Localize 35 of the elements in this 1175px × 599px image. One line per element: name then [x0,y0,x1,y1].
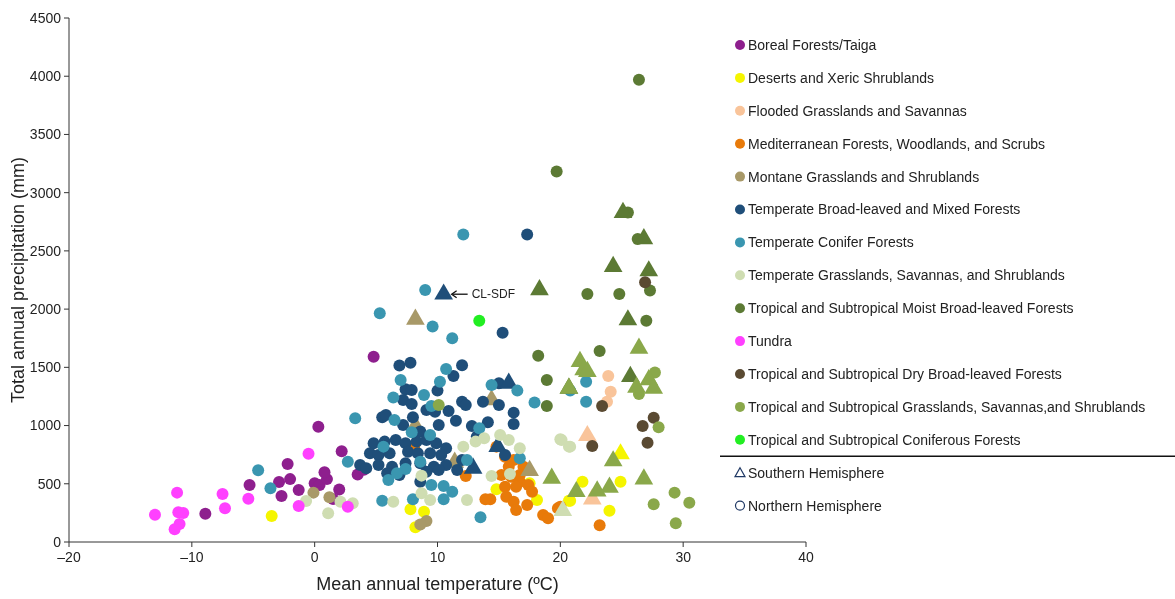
legend-label: Tropical and Subtropical Dry Broad-leaved Forests [748,365,1062,382]
legend-label: Flooded Grasslands and Savannas [748,102,967,119]
legend-label: Tropical and Subtropical Coniferous Forests [748,431,1021,448]
y-axis-title: Total annual precipitation (mm) [8,156,28,404]
y-tick-label: 2500 [29,242,62,259]
annotation: Southern Hemisphere [748,464,885,481]
legend-label: Temperate Grasslands, Savannas, and Shrublands [748,267,1065,284]
legend-label: Tropical and Subtropical Moist Broad-leaved Forests [748,300,1074,317]
y-tick-label: 0 [53,533,62,550]
y-tick-label: 4500 [29,9,62,26]
x-tick-label: 40 [798,549,814,565]
legend-label: Montane Grasslands and Shrublands [748,168,980,185]
legend-label: Boreal Forests/Taiga [748,36,877,53]
y-tick-label: 500 [37,475,62,492]
y-tick-label: 1000 [29,417,62,434]
x-tick-label: 30 [675,549,692,565]
y-tick-label: 3000 [29,184,62,201]
annotation: Northern Hemisphere [748,497,883,514]
y-tick-label: 3500 [29,126,62,143]
legend-label: Temperate Broad-leaved and Mixed Forests [748,201,1021,218]
y-tick-label: 4000 [29,68,62,85]
legend-label: Deserts and Xeric Shrublands [748,69,934,86]
y-tick-label: 1500 [29,359,62,376]
x-tick-label: 20 [552,549,569,565]
legend-label: Tundra [748,333,793,349]
x-tick-label: –10 [180,549,204,565]
x-tick-label: 0 [310,549,319,565]
legend-label: Mediterranean Forests, Woodlands, and Scrubs [748,135,1046,152]
annotation: CL-SDF [471,287,515,302]
legend-label: Temperate Conifer Forests [748,234,914,251]
x-tick-label: –20 [57,549,81,565]
y-tick-label: 2000 [29,301,62,318]
x-axis-title: Mean annual temperature (ºC) [316,574,559,594]
x-tick-label: 10 [429,549,446,565]
legend-label: Tropical and Subtropical Grasslands, Savannas,and Shrublands [748,398,1146,415]
